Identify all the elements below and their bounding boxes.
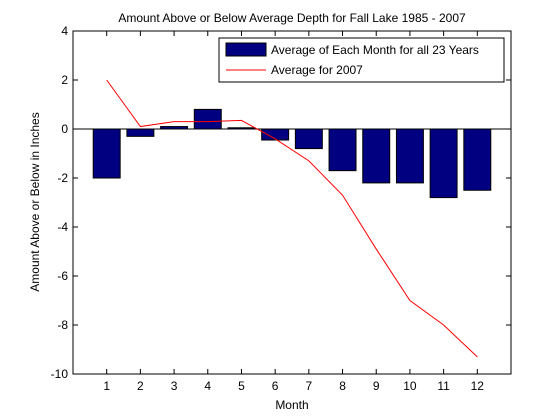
plot-area: [73, 31, 511, 374]
x-axis-label: Month: [275, 398, 308, 412]
x-tick-label: 11: [437, 379, 450, 393]
x-tick-label: 3: [171, 379, 178, 393]
x-tick-label: 10: [403, 379, 417, 393]
legend: Average of Each Month for all 23 Years A…: [218, 37, 505, 83]
bar-month-7: [294, 128, 323, 150]
y-tick-label: 2: [61, 73, 68, 87]
legend-label-monthly: Average of Each Month for all 23 Years: [271, 43, 479, 57]
x-tick-label: 4: [204, 379, 211, 393]
legend-label-2007: Average for 2007: [271, 63, 363, 77]
bar-month-1: [92, 128, 121, 179]
y-tick-label: -4: [57, 220, 68, 234]
y-tick-label: 0: [61, 122, 68, 136]
y-tick-label: -6: [57, 269, 68, 283]
chart-title: Amount Above or Below Average Depth for …: [118, 11, 466, 25]
legend-swatch-monthly: [225, 42, 267, 57]
bar-month-10: [395, 128, 424, 184]
x-tick-label: 5: [238, 379, 245, 393]
x-tick-label: 1: [103, 379, 110, 393]
x-tick-label: 2: [137, 379, 144, 393]
bar-month-9: [362, 128, 391, 184]
y-tick-label: -10: [51, 367, 69, 381]
x-tick-label: 12: [471, 379, 485, 393]
x-tick-label: 8: [339, 379, 346, 393]
x-tick-label: 9: [373, 379, 380, 393]
series-line-2007: [106, 79, 478, 358]
bar-month-8: [328, 128, 357, 172]
y-tick-label: -2: [57, 171, 68, 185]
plot-frame: [72, 30, 512, 375]
x-tick-label: 7: [306, 379, 313, 393]
y-tick-label: 4: [61, 24, 68, 38]
bar-month-11: [429, 128, 458, 199]
bar-month-4: [193, 108, 222, 130]
y-tick-label: -8: [57, 318, 68, 332]
y-axis-label: Amount Above or Below in Inches: [28, 112, 42, 291]
bar-month-2: [126, 128, 155, 137]
bar-month-12: [463, 128, 492, 191]
x-tick-label: 6: [272, 379, 279, 393]
